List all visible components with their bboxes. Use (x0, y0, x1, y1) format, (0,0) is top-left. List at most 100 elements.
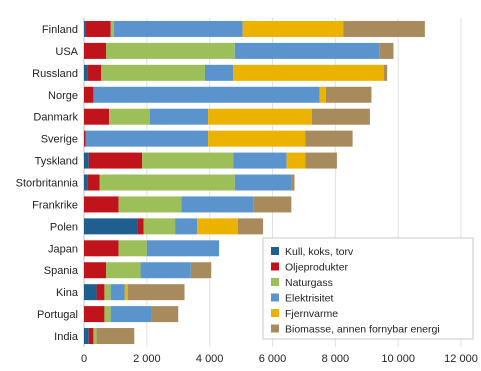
bar-segment (85, 20, 111, 37)
bar-segment (84, 218, 138, 235)
bar-segment (93, 86, 320, 103)
bar-segment (204, 64, 234, 81)
bar-segment (87, 64, 102, 81)
bar-segment (93, 328, 97, 345)
bar-segment (105, 262, 141, 279)
bar-segment (146, 240, 220, 257)
category-label: Kina (56, 287, 79, 299)
category-label: Russland (32, 68, 78, 80)
category-label: Norge (48, 90, 78, 102)
legend: Kull, koks, torv Oljeprodukter Naturgass El… (262, 237, 474, 340)
bar-segment (88, 328, 94, 345)
bar-segment (110, 20, 114, 37)
x-tick-label: 12 000 (444, 353, 478, 365)
legend-swatch (271, 293, 279, 302)
category-label: Sverige (41, 134, 78, 146)
x-tick-labels: 0 2 000 4 000 6 000 8 000 10 000 12 000 (81, 353, 478, 365)
x-tick-label: 8 000 (322, 353, 350, 365)
bar-segment (118, 240, 147, 257)
legend-box (262, 237, 474, 340)
bar-segment (101, 64, 205, 81)
bar-segment (84, 64, 88, 81)
category-label: Japan (48, 243, 78, 255)
bar-segment (253, 196, 292, 213)
bar-segment (149, 108, 209, 125)
bar-segment (143, 218, 176, 235)
category-label: USA (55, 46, 78, 58)
legend-entry: Kull, koks, torv (285, 246, 354, 258)
bar-segment (311, 108, 370, 125)
category-labels: Finland USA Russland Norge Danmark Sverige Tys… (16, 24, 79, 343)
bar-segment (127, 284, 185, 301)
bar-segment (84, 284, 97, 301)
bar-segment (175, 218, 198, 235)
bar-segment (84, 108, 110, 125)
bar-segment (208, 130, 306, 147)
bar-segment (84, 196, 119, 213)
x-tick-label: 0 (81, 353, 87, 365)
legend-entry: Elektrisitet (285, 293, 334, 305)
category-label: India (54, 331, 79, 343)
legend-swatch (271, 309, 279, 317)
category-label: Finland (42, 24, 78, 36)
bar-segment (137, 218, 144, 235)
bar-segment (105, 42, 235, 59)
legend-swatch (271, 278, 279, 286)
bar-segment (319, 86, 326, 103)
bar-segment (96, 328, 135, 345)
bar-segment (142, 152, 234, 169)
bar-segment (104, 284, 111, 301)
bars-layer (84, 20, 425, 345)
x-tick-label: 4 000 (196, 353, 224, 365)
bar-segment (233, 64, 385, 81)
x-tick-label: 10 000 (381, 353, 415, 365)
x-tick-label: 6 000 (259, 353, 287, 365)
bar-segment (237, 218, 264, 235)
legend-swatch (271, 324, 279, 333)
bar-segment (109, 108, 150, 125)
bar-segment (84, 152, 89, 169)
category-label: Danmark (33, 112, 78, 124)
bar-segment (140, 262, 191, 279)
bar-segment (234, 174, 292, 191)
category-label: Polen (50, 221, 78, 233)
bar-segment (233, 152, 287, 169)
bar-segment (113, 20, 243, 37)
bar-segment (84, 174, 88, 191)
bar-segment (85, 130, 209, 147)
legend-swatch (271, 247, 279, 255)
bar-segment (151, 306, 179, 323)
category-label: Tyskland (35, 156, 78, 168)
bar-segment (343, 20, 425, 37)
bar-segment (118, 196, 182, 213)
bar-segment (99, 174, 235, 191)
bar-segment (286, 152, 306, 169)
bar-segment (197, 218, 238, 235)
bar-segment (84, 86, 94, 103)
bar-segment (84, 130, 86, 147)
legend-entry: Oljeprodukter (285, 262, 349, 274)
bar-segment (88, 152, 143, 169)
bar-segment (110, 306, 152, 323)
category-label: Frankrike (32, 199, 78, 211)
bar-segment (190, 262, 212, 279)
bar-segment (181, 196, 254, 213)
category-label: Portugal (37, 309, 78, 321)
legend-entry: Biomasse, annen fornybar energi (285, 324, 440, 336)
bar-segment (291, 174, 295, 191)
x-tick-label: 2 000 (133, 353, 161, 365)
bar-segment (305, 130, 353, 147)
legend-entry: Fjernvarme (285, 308, 338, 320)
bar-segment (104, 306, 111, 323)
bar-segment (84, 262, 106, 279)
bar-segment (110, 284, 125, 301)
bar-segment (84, 240, 119, 257)
bar-segment (208, 108, 312, 125)
bar-segment (87, 174, 100, 191)
bar-segment (124, 284, 128, 301)
bar-segment (84, 20, 86, 37)
bar-segment (84, 306, 105, 323)
bar-segment (242, 20, 344, 37)
